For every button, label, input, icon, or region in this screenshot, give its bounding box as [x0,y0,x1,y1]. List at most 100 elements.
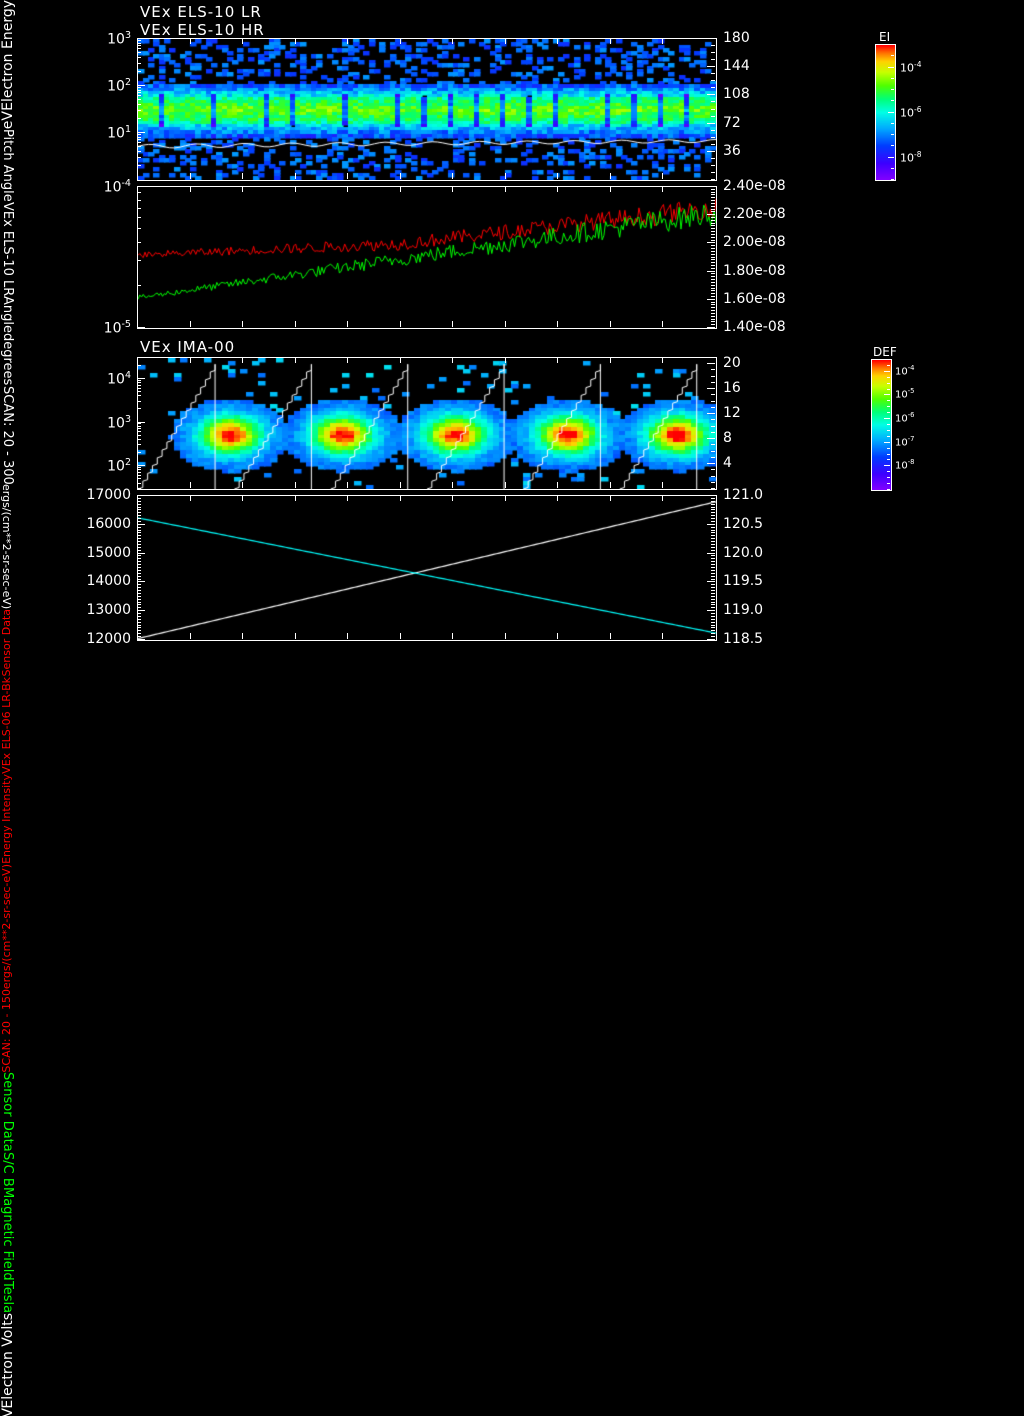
axis-tick [711,284,715,286]
axis-tick-label: 10-4 [895,363,915,378]
axis-tick [242,633,244,639]
colorbar1-units: ergs/(cm**2-sr-sec-eV) [0,484,13,610]
panel1-left-axis-label-1: Electron Energy [0,0,16,111]
axis-tick [137,421,145,423]
axis-tick [711,481,715,483]
axis-tick [137,384,141,386]
axis-tick [711,381,715,383]
axis-tick [137,549,141,551]
axis-tick [887,471,890,473]
axis-tick [711,122,715,124]
axis-tick [711,555,715,557]
axis-tick [711,45,715,47]
axis-tick [137,423,141,425]
axis-tick [711,567,715,568]
axis-tick [137,618,141,620]
axis-tick [189,38,191,44]
axis-tick [711,87,715,89]
axis-tick [137,495,145,496]
axis-tick [711,633,715,635]
axis-tick [452,633,454,639]
axis-tick [711,276,715,278]
axis-tick [711,601,715,603]
axis-tick [711,194,715,196]
axis-tick [137,56,141,58]
axis-tick [504,357,506,363]
axis-tick-label: 13000 [86,602,131,619]
axis-tick [137,395,141,397]
axis-tick-label: 2.00e-08 [723,234,786,251]
axis-tick [711,242,715,244]
axis-tick [137,382,141,384]
axis-tick [711,59,715,61]
axis-tick [711,301,715,303]
axis-tick [137,357,141,358]
axis-tick [557,173,559,179]
axis-tick [887,418,890,420]
axis-tick [711,584,715,586]
axis-tick [891,44,894,45]
axis-tick [711,293,715,295]
panel2-left-axis-label-4: ergs/(cm**2-sr-sec-eV) [0,863,13,989]
axis-tick [711,256,715,258]
axis-tick [711,281,715,283]
axis-tick [137,136,141,138]
axis-tick [711,101,715,103]
axis-tick [711,520,715,522]
panel2-left-axis-label-2: VEx ELS-06 LR-Bk [0,676,13,774]
axis-tick [347,38,349,44]
axis-tick [887,429,890,431]
axis-tick [137,636,141,638]
panel1-right-axis-label-2: VEx ELS-10 LR [0,201,15,297]
axis-tick-label: 16 [723,380,741,397]
axis-tick-label: 102 [107,77,131,95]
axis-tick [137,387,141,389]
axis-tick [137,509,141,511]
axis-tick-label: 2.20e-08 [723,206,786,223]
axis-tick [137,497,141,499]
axis-tick-label: 119.0 [723,602,764,619]
axis-tick [711,259,715,261]
axis-tick [242,173,244,179]
axis-tick [711,321,715,323]
axis-tick [137,471,141,473]
axis-tick [711,239,715,241]
axis-tick [711,546,715,548]
axis-tick [711,273,715,275]
axis-tick [662,633,664,639]
axis-tick [711,618,715,620]
axis-tick [137,621,141,623]
axis-tick [399,633,401,639]
axis-tick [711,590,715,592]
axis-tick [137,607,141,609]
axis-tick [711,179,715,180]
axis-tick [137,613,141,615]
axis-tick-label: 8 [723,430,732,447]
axis-tick [347,186,349,192]
axis-tick [557,38,559,44]
axis-tick [887,412,890,414]
axis-tick [891,145,894,147]
axis-tick [137,488,141,489]
axis-tick [711,270,715,272]
axis-tick [711,73,715,75]
axis-tick [711,406,715,408]
axis-tick [711,262,715,264]
axis-tick [711,549,715,551]
axis-tick [347,357,349,363]
axis-tick [711,497,715,499]
axis-tick [137,327,145,328]
axis-tick-label: 10-6 [900,104,922,120]
axis-tick [711,569,715,571]
axis-tick [711,115,715,117]
axis-tick [137,532,141,534]
axis-tick-label: 10-4 [103,178,131,196]
axis-tick [399,357,401,363]
axis-tick-label: 17000 [86,487,131,503]
axis-tick [137,62,141,64]
axis-tick [137,142,141,144]
axis-tick [137,624,141,626]
axis-tick [711,136,715,138]
axis-tick-label: 10-8 [900,149,922,165]
axis-tick [504,38,506,44]
